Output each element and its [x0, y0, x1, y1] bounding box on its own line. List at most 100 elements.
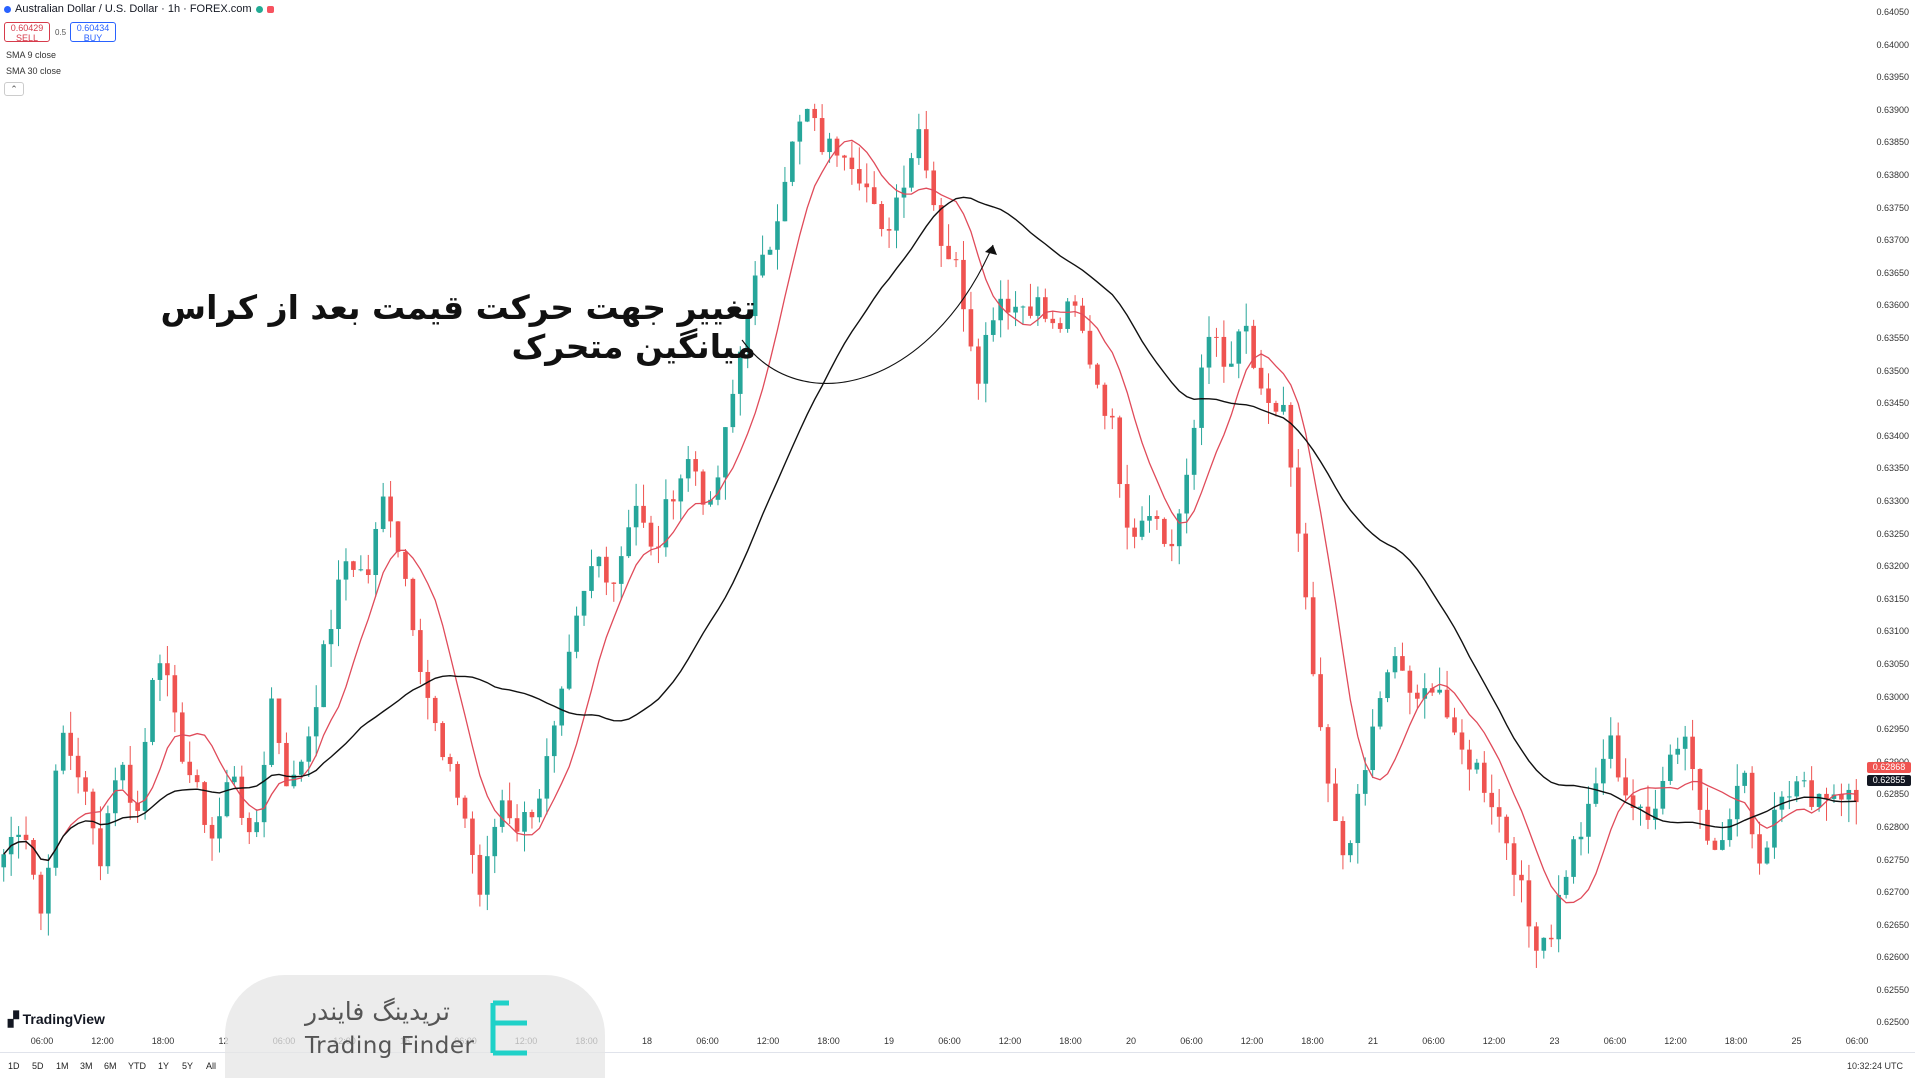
sell-button[interactable]: 0.60429 SELL: [4, 22, 50, 43]
price-axis[interactable]: 0.64050 0.64000 0.63950 0.63900 0.63850 0.638…: [1855, 0, 1915, 1030]
timeframe-1m-button[interactable]: 1M: [56, 1061, 69, 1071]
candle-body: [60, 732, 66, 771]
candle-body: [46, 867, 51, 914]
time-tick: 06:00: [30, 1036, 54, 1046]
candle-body: [723, 427, 728, 478]
candle-body: [1229, 363, 1234, 367]
price-tick: 0.63250: [1876, 528, 1909, 539]
candle-body: [1757, 834, 1762, 864]
time-tick: 12: [218, 1036, 229, 1046]
candle-body: [1489, 792, 1495, 808]
indicator-sma-9[interactable]: SMA 9 close: [6, 50, 57, 60]
time-axis[interactable]: 06:0012:0018:001206:0012:001606:0012:001…: [0, 1030, 1915, 1052]
candle-body: [1377, 698, 1383, 727]
candle-body: [1310, 597, 1316, 675]
candle-body: [113, 780, 118, 814]
candle-body: [693, 459, 698, 472]
candle-body: [269, 698, 274, 765]
candle-body: [752, 275, 758, 317]
timeframe-5y-button[interactable]: 5Y: [182, 1061, 194, 1071]
candle-body: [663, 499, 669, 548]
candle-body: [455, 763, 460, 798]
candle-body: [1221, 336, 1227, 367]
buy-button[interactable]: 0.60434 BUY: [70, 22, 116, 43]
candle-body: [313, 707, 319, 737]
candle-body: [1370, 726, 1375, 771]
candle-body: [135, 802, 140, 811]
timeframe-1y-button[interactable]: 1Y: [158, 1061, 170, 1071]
candle-body: [1831, 794, 1837, 799]
candle-body: [589, 566, 594, 591]
chevron-up-icon[interactable]: ⌃: [4, 82, 24, 96]
time-tick: 20: [1125, 1036, 1137, 1046]
timeframe-5d-button[interactable]: 5D: [32, 1061, 44, 1071]
candle-body: [157, 663, 163, 680]
timeframe-all-button[interactable]: All: [206, 1061, 217, 1071]
timeframe-6m-button[interactable]: 6M: [104, 1061, 117, 1071]
time-tick: 18: [641, 1036, 653, 1046]
candle-body: [224, 782, 230, 817]
candle-body: [626, 527, 631, 557]
candle-body: [834, 138, 840, 156]
timeframe-1d-button[interactable]: 1D: [8, 1061, 20, 1071]
candle-body: [551, 725, 557, 757]
candle-body: [1459, 732, 1465, 750]
candle-body: [470, 818, 475, 855]
price-tick: 0.63700: [1876, 235, 1909, 246]
candle-body: [1043, 297, 1048, 319]
candle-body: [790, 141, 795, 182]
candle-body: [98, 828, 103, 867]
candle-body: [1348, 843, 1353, 856]
candle-body: [611, 582, 617, 584]
candle-body: [819, 118, 825, 153]
candle-body: [1035, 297, 1041, 316]
candle-body: [343, 561, 349, 580]
indicator-sma-30[interactable]: SMA 30 close: [6, 66, 62, 76]
candle-body: [976, 346, 981, 384]
candle-body: [1243, 325, 1249, 332]
price-tick: 0.63100: [1876, 626, 1909, 637]
price-tick: 0.64050: [1876, 7, 1909, 18]
candle-body: [1154, 516, 1160, 519]
trading-finder-watermark: تریدینگ فایندر Trading Finder: [225, 975, 605, 1078]
timeframe-ytd-button[interactable]: YTD: [128, 1061, 146, 1071]
price-tick: 0.63950: [1876, 72, 1909, 83]
price-tick: 0.63300: [1876, 495, 1909, 506]
candle-body: [916, 129, 922, 159]
candle-body: [1697, 769, 1703, 810]
candle-body: [1534, 926, 1539, 951]
time-tick: 12:00: [756, 1036, 780, 1046]
candle-body: [1169, 543, 1175, 547]
price-tick: 0.63750: [1876, 202, 1909, 213]
candle-body: [105, 813, 111, 867]
candle-body: [1660, 780, 1666, 809]
timeframe-3m-button[interactable]: 3M: [80, 1061, 93, 1071]
candle-body: [291, 774, 297, 787]
price-tick: 0.62700: [1876, 887, 1909, 898]
candle-body: [1288, 404, 1294, 468]
candle-body: [336, 579, 341, 630]
candle-body: [1392, 656, 1398, 673]
candle-body: [1563, 876, 1569, 895]
candle-body: [1333, 783, 1338, 822]
time-tick: 12:00: [1664, 1036, 1687, 1046]
candle-body: [1764, 847, 1770, 864]
clock[interactable]: 10:32:24 UTC: [1846, 1061, 1903, 1071]
symbol-title[interactable]: Australian Dollar / U.S. Dollar · 1h · F…: [15, 3, 252, 15]
candle-body: [328, 629, 334, 645]
price-tick: 0.62950: [1876, 724, 1909, 735]
candle-body: [1162, 518, 1167, 544]
candle-body: [187, 761, 193, 776]
price-badge-last: 0.62868: [1867, 762, 1911, 773]
candle-body: [1087, 330, 1093, 365]
time-tick: 21: [1367, 1036, 1379, 1046]
candle-body: [604, 556, 609, 583]
candle-body: [202, 782, 207, 825]
candle-body: [1057, 323, 1063, 329]
candle-body: [909, 158, 914, 188]
candle-body: [380, 496, 386, 529]
candle-body: [75, 755, 81, 778]
candle-body: [812, 108, 817, 119]
price-tick: 0.64000: [1876, 39, 1909, 50]
